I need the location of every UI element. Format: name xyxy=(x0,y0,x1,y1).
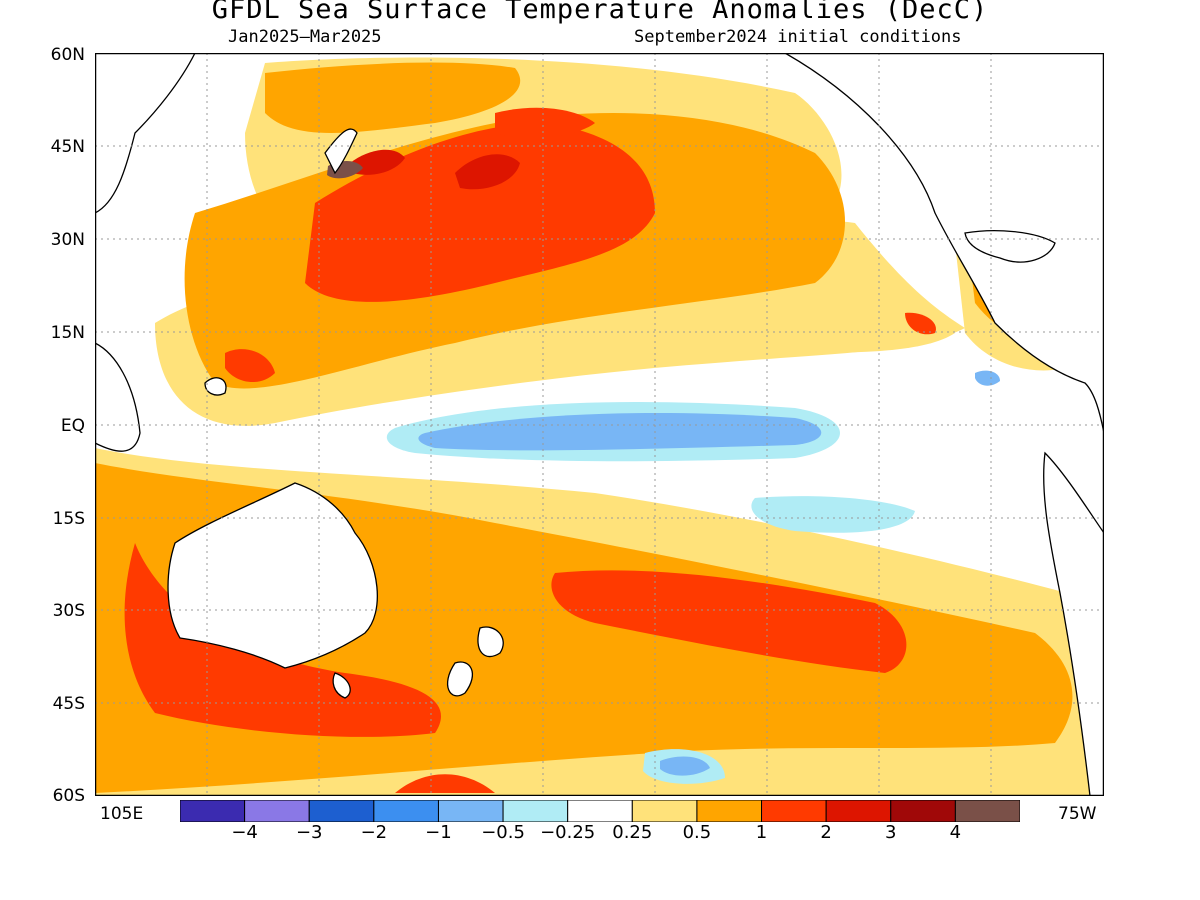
map-frame xyxy=(95,53,1104,796)
lat-label-eq: EQ xyxy=(60,416,85,436)
initial-conditions: September2024 initial conditions xyxy=(634,27,962,47)
positive-anomaly-dark xyxy=(350,149,520,190)
colorbar-swatch xyxy=(244,800,310,822)
lat-label-45n: 45N xyxy=(50,137,85,157)
colorbar-tick-label: 0.25 xyxy=(612,822,653,843)
lat-label-60n: 60N xyxy=(50,45,85,65)
lon-label-east: 75W xyxy=(1058,804,1097,824)
colorbar xyxy=(180,800,1020,822)
lat-label-60s: 60S xyxy=(52,786,85,806)
sst-anomaly-map xyxy=(95,53,1104,796)
colorbar-tick-label: −0.25 xyxy=(540,822,596,843)
colorbar-tick-label: 3 xyxy=(885,822,897,843)
colorbar-swatch xyxy=(308,800,375,822)
lat-label-30s: 30S xyxy=(52,601,85,621)
colorbar-swatch xyxy=(631,800,698,822)
lon-label-west: 105E xyxy=(100,804,144,824)
colorbar-swatch xyxy=(954,800,1020,822)
colorbar-swatch xyxy=(373,800,439,822)
colorbar-tick-label: 0.5 xyxy=(682,822,712,843)
lat-label-15s: 15S xyxy=(52,509,85,529)
map-grid xyxy=(95,53,1104,796)
colorbar-swatch xyxy=(567,800,633,822)
colorbar-tick-label: −4 xyxy=(231,822,258,843)
forecast-period: Jan2025–Mar2025 xyxy=(228,27,382,47)
colorbar-swatch xyxy=(696,800,763,822)
colorbar-tick-label: 4 xyxy=(949,822,962,843)
lat-label-30n: 30N xyxy=(50,230,85,250)
negative-anomaly-blue xyxy=(418,370,1000,776)
colorbar-tick-label: −2 xyxy=(360,822,388,843)
colorbar-tick-label: −0.5 xyxy=(481,822,525,843)
colorbar-swatch xyxy=(180,800,246,822)
land-masses xyxy=(95,53,1104,796)
map-title: GFDL Sea Surface Temperature Anomalies (… xyxy=(211,0,989,25)
colorbar-tick-label: 1 xyxy=(755,822,768,843)
colorbar-swatch xyxy=(761,800,827,822)
colorbar-tick-label: −3 xyxy=(295,822,323,843)
colorbar-tick-label: 2 xyxy=(820,822,832,843)
lat-label-15n: 15N xyxy=(50,323,85,343)
colorbar-swatch xyxy=(437,800,504,822)
colorbar-swatch xyxy=(890,800,956,822)
colorbar-swatch xyxy=(502,800,569,822)
positive-anomaly-red xyxy=(124,107,936,793)
colorbar-swatch xyxy=(825,800,892,822)
lat-label-45s: 45S xyxy=(52,694,85,714)
colorbar-tick-label: −1 xyxy=(425,822,452,843)
